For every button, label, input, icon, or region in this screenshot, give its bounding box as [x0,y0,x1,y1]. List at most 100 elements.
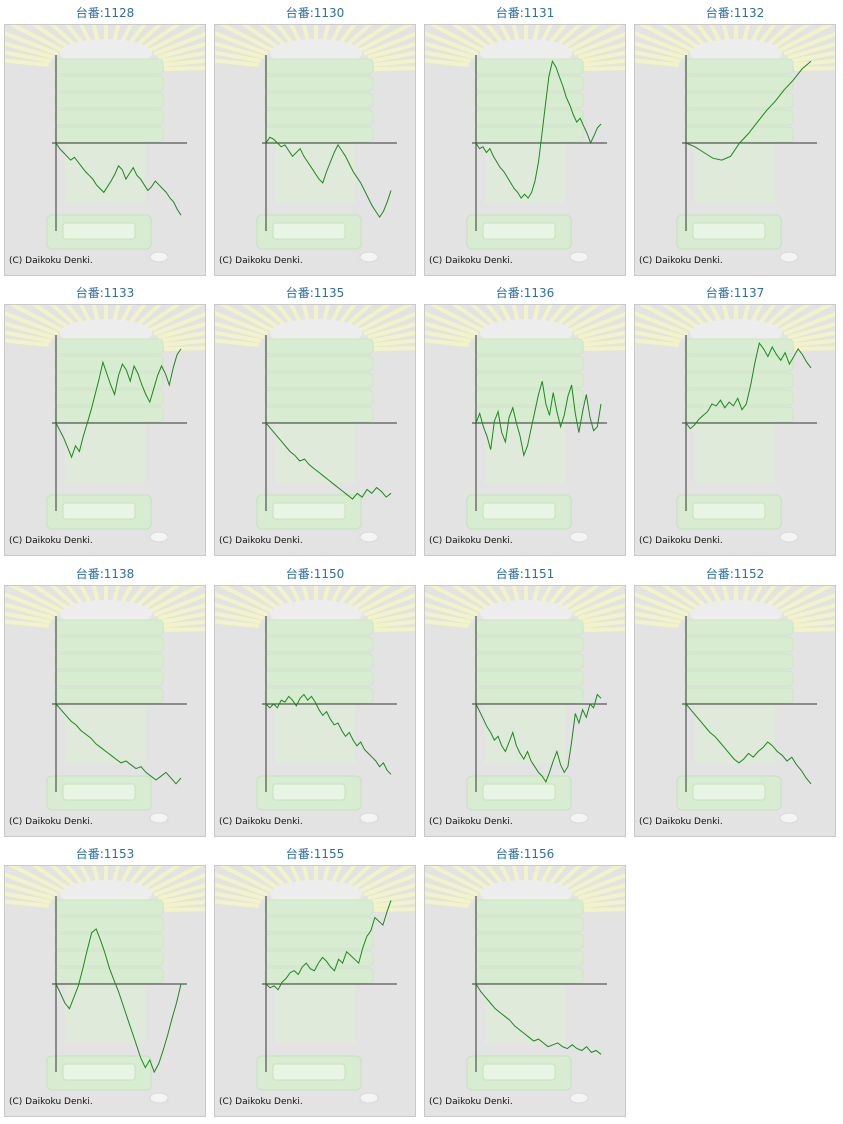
copyright-text: (C) Daikoku Denki. [429,256,513,266]
copyright-text: (C) Daikoku Denki. [9,256,93,266]
machine-background-art [215,25,415,263]
machine-background-art [215,866,415,1104]
machine-background-art [215,586,415,824]
slump-graph [5,25,205,263]
graph-title[interactable]: 台番:1132 [705,6,765,20]
data-series-line [265,900,392,991]
graph-title[interactable]: 台番:1131 [495,6,555,20]
machine-background-art [635,305,835,543]
graph-tile: 台番:1153 (C) Daikoku Denki. [0,841,210,1121]
graph-tile: 台番:1151 (C) Daikoku Denki. [420,561,630,841]
graph-tile: 台番:1155 (C) Daikoku Denki. [210,841,420,1121]
graph-title[interactable]: 台番:1152 [705,567,765,581]
graph-panel: (C) Daikoku Denki. [214,865,416,1117]
graph-title[interactable]: 台番:1135 [285,286,345,300]
slump-graph [215,586,415,824]
graph-panel: (C) Daikoku Denki. [424,24,626,276]
graph-title[interactable]: 台番:1151 [495,567,555,581]
copyright-text: (C) Daikoku Denki. [9,817,93,827]
graph-title[interactable]: 台番:1137 [705,286,765,300]
graph-panel: (C) Daikoku Denki. [634,24,836,276]
graph-tile: 台番:1128 (C) Daikoku Denki. [0,0,210,280]
slump-graph [5,866,205,1104]
data-series-line [685,342,812,430]
data-series-line [685,703,812,785]
graph-panel: (C) Daikoku Denki. [214,585,416,837]
copyright-text: (C) Daikoku Denki. [429,817,513,827]
copyright-text: (C) Daikoku Denki. [219,256,303,266]
machine-background-art [5,586,205,824]
graph-tile: 台番:1130 (C) Daikoku Denki. [210,0,420,280]
graph-panel: (C) Daikoku Denki. [634,585,836,837]
slump-graph [425,305,625,543]
data-series-line [55,142,182,216]
data-series-line [475,983,602,1055]
graph-title[interactable]: 台番:1155 [285,847,345,861]
graph-panel: (C) Daikoku Denki. [214,304,416,556]
machine-background-art [635,586,835,824]
machine-background-art [425,305,625,543]
slump-graph [635,586,835,824]
slump-graph [5,586,205,824]
machine-background-art [5,25,205,263]
slump-graph [425,866,625,1104]
slump-graph [5,305,205,543]
copyright-text: (C) Daikoku Denki. [9,536,93,546]
graph-panel: (C) Daikoku Denki. [214,24,416,276]
graph-panel: (C) Daikoku Denki. [4,865,206,1117]
graph-title[interactable]: 台番:1156 [495,847,555,861]
data-series-line [265,693,392,775]
data-series-line [265,422,392,500]
graph-panel: (C) Daikoku Denki. [4,24,206,276]
copyright-text: (C) Daikoku Denki. [9,1097,93,1107]
machine-background-art [425,25,625,263]
slump-graph [215,305,415,543]
slump-graph [425,586,625,824]
data-series-line [475,381,602,458]
graph-tile: 台番:1150 (C) Daikoku Denki. [210,561,420,841]
machine-background-art [425,866,625,1104]
graph-panel: (C) Daikoku Denki. [4,304,206,556]
data-series-line [475,59,602,199]
copyright-text: (C) Daikoku Denki. [219,536,303,546]
graph-tile: 台番:1137 (C) Daikoku Denki. [630,280,840,560]
graph-title[interactable]: 台番:1130 [285,6,345,20]
copyright-text: (C) Daikoku Denki. [219,1097,303,1107]
graph-tile: 台番:1136 (C) Daikoku Denki. [420,280,630,560]
graph-panel: (C) Daikoku Denki. [424,865,626,1117]
data-series-line [685,60,812,161]
machine-background-art [635,25,835,263]
slump-graph [425,25,625,263]
slump-graph [215,25,415,263]
graph-title[interactable]: 台番:1138 [75,567,135,581]
graph-tile: 台番:1132 (C) Daikoku Denki. [630,0,840,280]
graph-tile: 台番:1156 (C) Daikoku Denki. [420,841,630,1121]
graph-title[interactable]: 台番:1153 [75,847,135,861]
graph-title[interactable]: 台番:1136 [495,286,555,300]
slump-graph [635,305,835,543]
copyright-text: (C) Daikoku Denki. [639,536,723,546]
copyright-text: (C) Daikoku Denki. [639,256,723,266]
graph-tile: 台番:1133 (C) Daikoku Denki. [0,280,210,560]
data-series-line [55,348,182,459]
graph-panel: (C) Daikoku Denki. [634,304,836,556]
data-series-line [475,693,602,783]
machine-background-art [425,586,625,824]
graph-panel: (C) Daikoku Denki. [4,585,206,837]
copyright-text: (C) Daikoku Denki. [429,1097,513,1107]
data-series-line [55,928,182,1074]
copyright-text: (C) Daikoku Denki. [219,817,303,827]
graph-tile: 台番:1138 (C) Daikoku Denki. [0,561,210,841]
data-series-line [55,703,182,785]
graph-title[interactable]: 台番:1128 [75,6,135,20]
copyright-text: (C) Daikoku Denki. [639,817,723,827]
graph-panel: (C) Daikoku Denki. [424,304,626,556]
copyright-text: (C) Daikoku Denki. [429,536,513,546]
slump-graph [215,866,415,1104]
data-series-line [265,136,392,219]
graph-tile: 台番:1135 (C) Daikoku Denki. [210,280,420,560]
graph-tile: 台番:1131 (C) Daikoku Denki. [420,0,630,280]
graph-title[interactable]: 台番:1133 [75,286,135,300]
slump-graph [635,25,835,263]
graph-title[interactable]: 台番:1150 [285,567,345,581]
